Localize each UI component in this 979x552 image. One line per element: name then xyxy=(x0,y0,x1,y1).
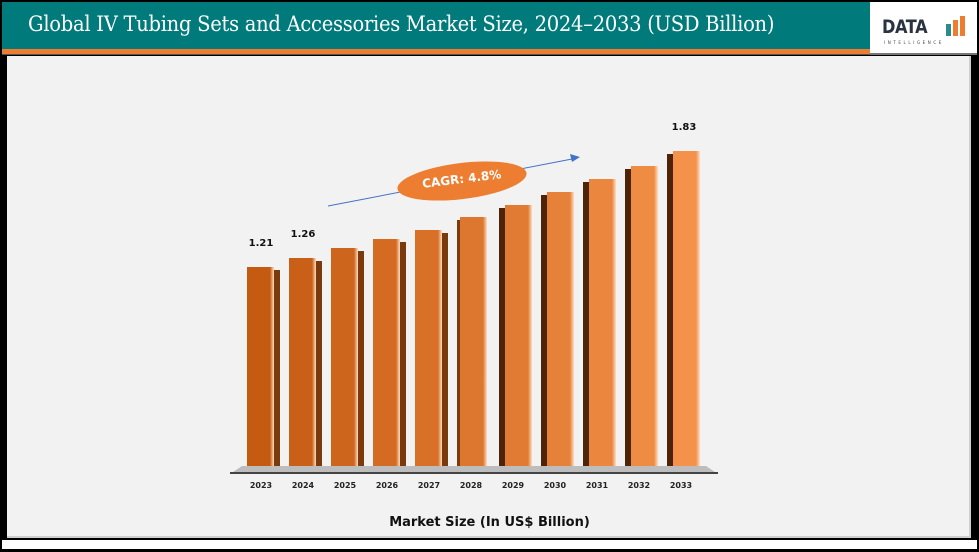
bottom-margin xyxy=(2,540,977,549)
bar-2028 xyxy=(457,217,491,466)
data-label: 1.21 xyxy=(248,238,274,249)
x-tick-label: 2030 xyxy=(543,481,567,490)
bar-front-face xyxy=(460,217,487,466)
bar-side-face xyxy=(583,182,589,466)
logo-subtext: INTELLIGENCE xyxy=(884,40,944,45)
x-tick-label: 2027 xyxy=(417,481,441,490)
bar-front-face xyxy=(289,258,316,466)
bar-side-face xyxy=(541,195,547,466)
x-tick-label: 2031 xyxy=(585,481,609,490)
bar-side-face xyxy=(358,251,364,466)
x-axis-line xyxy=(230,472,718,474)
bar-front-face xyxy=(505,205,532,466)
x-tick-label: 2026 xyxy=(375,481,399,490)
bar-front-face xyxy=(547,192,574,466)
logo-bar-icon xyxy=(946,24,951,36)
plot-area xyxy=(7,56,971,538)
bar-side-face xyxy=(457,220,460,466)
bar-side-face xyxy=(316,261,322,466)
bar-side-face xyxy=(400,242,406,466)
bar-front-face xyxy=(331,248,358,466)
bar-side-face xyxy=(667,154,673,466)
bar-side-face xyxy=(274,270,280,466)
x-tick-label: 2029 xyxy=(501,481,525,490)
bar-front-face xyxy=(673,151,700,466)
data-label: 1.26 xyxy=(290,229,316,240)
bar-2033 xyxy=(667,151,701,466)
bar-side-face xyxy=(442,233,448,466)
title-banner: Global IV Tubing Sets and Accessories Ma… xyxy=(2,2,870,49)
bar-2027 xyxy=(415,230,449,466)
logo-wordmark: DATA xyxy=(882,16,928,38)
accent-stripe xyxy=(2,49,870,55)
bar-2025 xyxy=(331,248,365,466)
x-tick-label: 2025 xyxy=(333,481,357,490)
x-tick-label: 2028 xyxy=(459,481,483,490)
bar-2029 xyxy=(499,205,533,466)
bar-2032 xyxy=(625,166,659,466)
x-tick-label: 2023 xyxy=(249,481,273,490)
company-logo: DATA INTELLIGENCE xyxy=(870,2,977,55)
data-label: 1.83 xyxy=(671,122,697,133)
bar-2030 xyxy=(541,192,575,466)
bar-2026 xyxy=(373,239,407,466)
bar-side-face xyxy=(499,208,505,466)
bar-front-face xyxy=(415,230,442,466)
bar-2031 xyxy=(583,179,617,466)
x-tick-label: 2032 xyxy=(627,481,651,490)
bar-2024 xyxy=(289,258,323,466)
x-axis-title: Market Size (In US$ Billion) xyxy=(389,515,590,530)
bar-side-face xyxy=(625,169,631,466)
bar-2023 xyxy=(247,267,281,466)
bar-front-face xyxy=(589,179,616,466)
bar-front-face xyxy=(631,166,658,466)
x-tick-label: 2024 xyxy=(291,481,315,490)
logo-bar-icon xyxy=(960,16,965,36)
chart-floor xyxy=(230,466,718,474)
logo-bar-icon xyxy=(953,20,958,36)
chart-title: Global IV Tubing Sets and Accessories Ma… xyxy=(28,12,775,36)
bar-front-face xyxy=(373,239,400,466)
x-tick-label: 2033 xyxy=(669,481,693,490)
bar-front-face xyxy=(247,267,274,466)
